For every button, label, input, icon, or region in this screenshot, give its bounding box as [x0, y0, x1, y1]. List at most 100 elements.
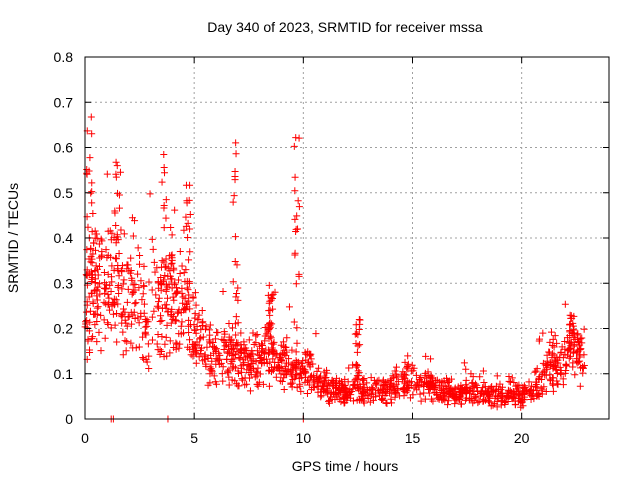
data-point: [496, 380, 504, 388]
data-point: [172, 339, 180, 347]
data-point: [508, 374, 516, 382]
data-point: [183, 199, 191, 207]
data-point: [454, 383, 462, 391]
data-point: [242, 344, 250, 352]
data-point: [200, 355, 208, 363]
data-point: [234, 319, 242, 327]
data-point: [293, 361, 301, 369]
data-point: [107, 253, 115, 261]
data-point: [162, 333, 170, 341]
data-point: [392, 390, 400, 398]
x-tick-label: 10: [296, 430, 312, 446]
data-point: [426, 384, 434, 392]
data-point: [354, 367, 362, 375]
data-point: [118, 285, 126, 293]
data-point: [100, 268, 108, 276]
data-point: [157, 286, 165, 294]
data-point: [219, 288, 227, 296]
data-point: [309, 373, 317, 381]
data-point: [128, 274, 136, 282]
data-point: [408, 361, 416, 369]
data-point: [198, 306, 206, 314]
data-point: [470, 391, 478, 399]
data-point: [514, 385, 522, 393]
data-point: [123, 298, 131, 306]
data-point: [185, 279, 193, 287]
data-point: [84, 223, 92, 231]
data-point: [538, 376, 546, 384]
data-point: [366, 398, 374, 406]
data-point: [290, 142, 298, 150]
data-point: [93, 296, 101, 304]
data-point: [352, 360, 360, 368]
data-point: [254, 364, 262, 372]
data-point: [198, 322, 206, 330]
data-point: [400, 392, 408, 400]
data-point: [136, 260, 144, 268]
data-point: [211, 335, 219, 343]
data-point: [203, 343, 211, 351]
data-point: [576, 351, 584, 359]
data-point: [277, 370, 285, 378]
data-point: [112, 222, 120, 230]
data-point: [276, 377, 284, 385]
data-point: [185, 256, 193, 264]
data-point: [114, 300, 122, 308]
data-point: [515, 392, 523, 400]
data-point: [97, 311, 105, 319]
data-point: [317, 372, 325, 380]
data-point: [343, 396, 351, 404]
data-point: [187, 351, 195, 359]
data-point: [498, 397, 506, 405]
data-point: [330, 390, 338, 398]
data-point: [167, 223, 175, 231]
data-point: [372, 381, 380, 389]
data-point: [422, 380, 430, 388]
data-point: [366, 390, 374, 398]
data-point: [177, 322, 185, 330]
data-point: [399, 368, 407, 376]
data-point: [89, 298, 97, 306]
data-point: [122, 347, 130, 355]
data-point: [478, 389, 486, 397]
data-point: [140, 355, 148, 363]
data-point: [254, 382, 262, 390]
data-point: [339, 395, 347, 403]
data-point: [100, 316, 108, 324]
data-point: [114, 189, 122, 197]
data-point: [231, 377, 239, 385]
data-point: [489, 401, 497, 409]
data-point: [112, 236, 120, 244]
data-point: [269, 355, 277, 363]
data-point: [93, 338, 101, 346]
data-point: [154, 330, 162, 338]
data-point: [479, 367, 487, 375]
data-point: [184, 219, 192, 227]
data-point: [416, 376, 424, 384]
data-point: [121, 337, 129, 345]
data-point: [148, 286, 156, 294]
data-point: [332, 384, 340, 392]
data-point: [223, 355, 231, 363]
data-point: [121, 316, 129, 324]
data-point: [447, 375, 455, 383]
data-point: [274, 364, 282, 372]
data-point: [530, 395, 538, 403]
data-point: [236, 355, 244, 363]
data-point: [239, 360, 247, 368]
data-point: [259, 348, 267, 356]
data-point: [559, 354, 567, 362]
data-point: [135, 319, 143, 327]
data-point: [87, 289, 95, 297]
data-point: [199, 333, 207, 341]
data-point: [265, 367, 273, 375]
data-point: [569, 359, 577, 367]
data-point: [259, 380, 267, 388]
data-point: [574, 347, 582, 355]
data-point: [193, 322, 201, 330]
data-point: [249, 329, 257, 337]
data-point: [287, 379, 295, 387]
data-point: [341, 382, 349, 390]
data-point: [550, 351, 558, 359]
data-point: [569, 319, 577, 327]
